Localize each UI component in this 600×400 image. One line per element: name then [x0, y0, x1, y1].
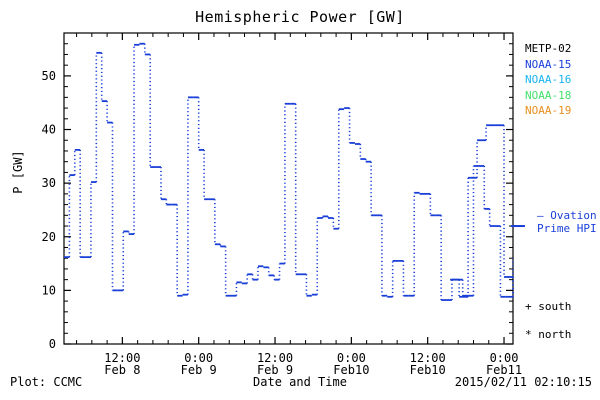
- legend-entry-noaa-15: NOAA-15: [525, 57, 571, 73]
- plot-source: Plot: CCMC: [10, 375, 83, 389]
- x-tick-time: 12:00: [104, 351, 140, 365]
- series-noaa-15-tail: [450, 124, 514, 299]
- legend-label-noaa-16: NOAA-16: [525, 73, 572, 86]
- x-tick-time: 12:00: [257, 351, 293, 365]
- plus-icon: +: [525, 300, 532, 313]
- x-tick-date: Feb 9: [181, 363, 217, 377]
- north-marker-label: north: [538, 328, 572, 341]
- x-tick-date: Feb10: [333, 363, 369, 377]
- legend-label-noaa-15: NOAA-15: [525, 57, 572, 71]
- legend-label-noaa-19: NOAA-19: [525, 104, 572, 117]
- y-tick-label: 10: [42, 283, 56, 297]
- plot-timestamp: 2015/02/11 02:10:15: [454, 375, 592, 389]
- y-tick-label: 20: [42, 230, 56, 244]
- legend-entry-metop-02: METP-02: [525, 41, 571, 57]
- north-marker-note: * north: [525, 328, 571, 341]
- legend-label-noaa-18: NOAA-18: [525, 88, 572, 102]
- ovation-prime-hpi-annotation: — Ovation Prime HPI: [537, 209, 597, 235]
- y-tick-label: 40: [42, 123, 56, 137]
- ovation-line1: — Ovation: [537, 209, 597, 222]
- x-tick-date: Feb11: [486, 363, 522, 377]
- y-tick-label: 30: [42, 176, 56, 190]
- legend-entry-noaa-19: NOAA-19: [525, 103, 571, 119]
- ovation-line2: Prime HPI: [537, 221, 597, 235]
- south-marker-label: south: [538, 300, 572, 313]
- x-tick-date: Feb10: [410, 363, 446, 377]
- y-tick-label: 50: [42, 69, 56, 83]
- legend: METP-02 NOAA-15 NOAA-16 NOAA-18 NOAA-19: [525, 41, 571, 119]
- y-tick-label: 0: [49, 337, 56, 351]
- x-tick-time: 12:00: [410, 351, 446, 365]
- x-tick-date: Feb 8: [104, 363, 140, 377]
- y-axis-label: P [GW]: [11, 150, 25, 194]
- page-title: Hemispheric Power [GW]: [195, 8, 405, 26]
- series-noaa-15: [64, 42, 514, 301]
- x-tick-time: 0:00: [337, 351, 366, 365]
- south-marker-note: + south: [525, 300, 571, 313]
- legend-label-metop-02: METP-02: [525, 42, 572, 55]
- legend-entry-noaa-18: NOAA-18: [525, 88, 571, 104]
- x-tick-date: Feb 9: [257, 363, 293, 377]
- x-axis-label: Date and Time: [253, 375, 347, 389]
- x-tick-time: 0:00: [490, 351, 519, 365]
- legend-entry-noaa-16: NOAA-16: [525, 72, 571, 88]
- x-tick-time: 0:00: [184, 351, 213, 365]
- asterisk-icon: *: [525, 328, 532, 341]
